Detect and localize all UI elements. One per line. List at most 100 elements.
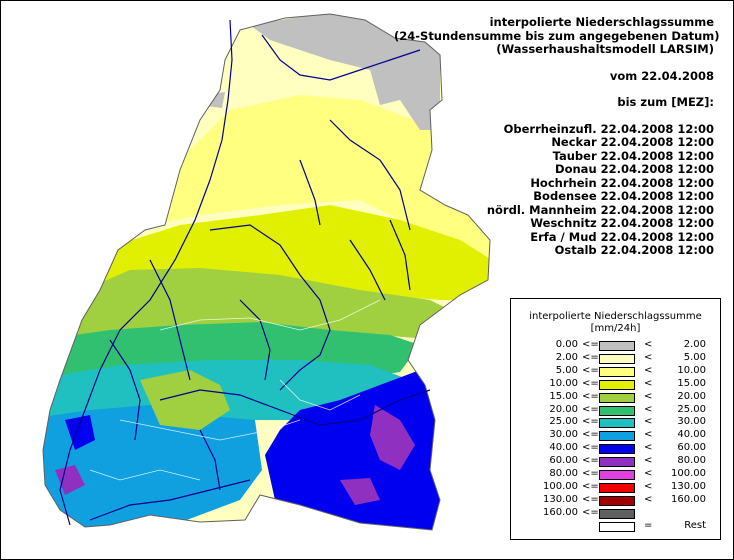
legend-operator: < — [644, 455, 653, 467]
map-legend: interpolierte Niederschlagssumme [mm/24h… — [510, 298, 721, 540]
river-network — [59, 19, 431, 526]
legend-color-swatch — [599, 379, 635, 390]
legend-color-swatch — [599, 392, 635, 403]
legend-upper-bound: 10.00 — [677, 364, 706, 376]
legend-upper-bound: 130.00 — [671, 480, 706, 492]
legend-upper-bound: 2.00 — [683, 339, 706, 350]
legend-operator: < — [644, 416, 653, 428]
legend-operator: <= — [582, 390, 599, 402]
river-kocher — [349, 239, 386, 301]
river-main — [261, 34, 421, 81]
zone-0-2mm-small — [205, 92, 225, 108]
legend-operator: <= — [582, 351, 599, 363]
region-timestamp: Oberrheinzufl. 22.04.2008 12:00 — [503, 121, 714, 136]
legend-lower-bound: 100.00 — [543, 480, 578, 492]
legend-color-swatch — [599, 444, 635, 455]
legend-row: 2.00 <= <5.00 — [511, 352, 720, 364]
legend-operator: <= — [582, 377, 599, 389]
legend-lower-bound: 2.00 — [555, 351, 578, 363]
legend-title: interpolierte Niederschlagssumme — [529, 311, 702, 322]
legend-color-swatch — [599, 341, 635, 351]
legend-operator: <= — [582, 403, 599, 415]
legend-color-swatch — [599, 508, 635, 519]
legend-lower-bound: 30.00 — [549, 429, 578, 441]
legend-upper-bound: 60.00 — [677, 442, 706, 454]
legend-row: 25.00 <= <30.00 — [511, 416, 720, 429]
zone-60-80mm-west — [55, 465, 85, 495]
legend-upper-bound: 160.00 — [671, 493, 706, 505]
legend-row: 60.00 <= <80.00 — [511, 455, 720, 468]
legend-unit: [mm/24h] — [590, 323, 641, 334]
legend-lower-bound: 160.00 — [543, 506, 578, 518]
legend-operator: < — [644, 351, 653, 363]
legend-operator: = — [644, 519, 653, 531]
legend-operator: <= — [582, 429, 599, 441]
legend-lower-bound: 130.00 — [543, 493, 578, 505]
legend-row: 130.00 <= <160.00 — [511, 494, 720, 506]
legend-lower-bound: 25.00 — [549, 416, 578, 428]
basin-line-3 — [89, 469, 201, 481]
legend-row: 160.00 <= — [511, 507, 720, 519]
legend-row: 0.00 <= <2.00 — [511, 339, 720, 351]
river-neckar — [209, 224, 331, 391]
legend-row: 15.00 <= <20.00 — [511, 391, 720, 403]
legend-row: 10.00 <= <15.00 — [511, 378, 720, 390]
legend-color-swatch — [599, 457, 635, 468]
legend-row: 100.00 <= <130.00 — [511, 481, 720, 493]
map-header: interpolierte Niederschlagssumme (24-Stu… — [394, 15, 720, 258]
legend-operator: < — [644, 403, 653, 415]
header-until-label: bis zum [MEZ]: — [617, 95, 714, 109]
region-timestamp: Weschnitz 22.04.2008 12:00 — [530, 216, 714, 230]
zone-60-80mm — [370, 405, 415, 470]
legend-operator: <= — [582, 416, 599, 428]
zone-0-2mm — [250, 14, 440, 130]
legend-color-swatch — [599, 418, 635, 429]
state-boundary — [42, 13, 491, 531]
legend-color-swatch — [599, 366, 635, 377]
legend-operator: < — [644, 480, 653, 492]
legend-upper-bound: 20.00 — [677, 390, 706, 402]
legend-upper-bound: 100.00 — [671, 468, 706, 479]
legend-upper-bound: 80.00 — [677, 455, 706, 467]
legend-lower-bound: 40.00 — [549, 442, 578, 454]
legend-upper-bound: 15.00 — [677, 377, 706, 389]
legend-upper-bound: 30.00 — [677, 416, 706, 428]
legend-operator: < — [644, 377, 653, 389]
legend-upper-bound: Rest — [684, 519, 706, 531]
zone-60-80mm-south — [340, 478, 380, 505]
legend-color-swatch — [599, 431, 635, 442]
river-jagst — [389, 219, 411, 291]
legend-upper-bound: 25.00 — [677, 403, 706, 415]
region-timestamp: Ostalb 22.04.2008 12:00 — [554, 243, 714, 257]
legend-operator: <= — [582, 442, 599, 454]
legend-operator: < — [644, 493, 653, 505]
basin-line-4 — [279, 379, 361, 411]
header-from-date: vom 22.04.2008 — [609, 68, 714, 83]
basin-line-2 — [119, 419, 301, 441]
legend-color-swatch — [599, 521, 635, 532]
zone-10-15mm — [90, 205, 490, 300]
zone-5-10mm — [150, 95, 490, 260]
legend-lower-bound: 0.00 — [555, 339, 578, 350]
legend-lower-bound: 15.00 — [549, 390, 578, 402]
legend-row: = Rest — [511, 520, 720, 532]
legend-operator: < — [644, 364, 653, 376]
zone-15-20mm-center — [140, 370, 230, 430]
river-rhine — [59, 19, 233, 526]
legend-upper-bound: 5.00 — [683, 351, 706, 363]
legend-color-swatch — [599, 470, 635, 480]
region-timestamp: Erfa / Mud 22.04.2008 12:00 — [530, 229, 714, 244]
zone-40-60mm — [265, 370, 450, 530]
river-tributary-1 — [239, 299, 271, 381]
legend-operator: <= — [582, 493, 599, 505]
legend-lower-bound: 60.00 — [549, 455, 578, 467]
legend-operator: < — [644, 429, 653, 441]
basin-line-1 — [159, 299, 381, 331]
region-timestamp: Tauber 22.04.2008 12:00 — [552, 148, 714, 163]
region-timestamp: Neckar 22.04.2008 12:00 — [551, 135, 714, 149]
legend-upper-bound: 40.00 — [677, 429, 706, 441]
legend-operator: <= — [582, 468, 599, 479]
region-timestamp: nördl. Mannheim 22.04.2008 12:00 — [486, 202, 714, 217]
header-title-line: interpolierte Niederschlagssumme — [489, 15, 714, 29]
